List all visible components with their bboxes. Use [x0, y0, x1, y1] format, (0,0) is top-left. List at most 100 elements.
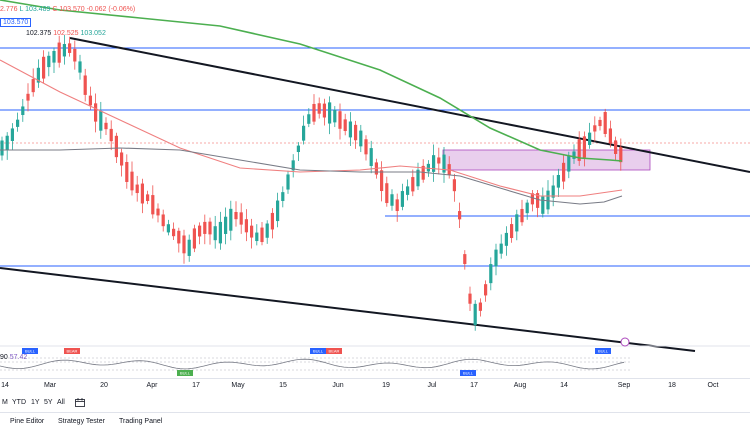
- candle-body: [400, 191, 404, 207]
- candle-body: [78, 61, 82, 73]
- range-5y[interactable]: 5Y: [44, 399, 53, 406]
- tab-strategy-tester[interactable]: Strategy Tester: [58, 418, 105, 425]
- candle-body: [31, 79, 35, 93]
- signal-badge-text: BEAR: [67, 349, 78, 354]
- signal-badge-bg: [310, 348, 326, 354]
- candle-body: [338, 111, 342, 129]
- candle-body: [286, 174, 290, 190]
- candle-body: [276, 200, 280, 222]
- tab-pine-editor[interactable]: Pine Editor: [10, 418, 45, 425]
- candle-body: [499, 243, 503, 254]
- chart-canvas[interactable]: BULL BEAR BULL BULL BEAR BULL BULL: [0, 0, 750, 378]
- candle-body: [411, 177, 415, 192]
- rsi-line: [0, 358, 625, 370]
- candle-body: [416, 169, 420, 187]
- x-tick-label: Jul: [427, 382, 437, 389]
- candle-body: [312, 103, 316, 122]
- ohlc-change: -0.062 (-0.06%): [86, 6, 136, 13]
- ohlc-close: C 103.570: [52, 6, 85, 13]
- x-tick-label: 17: [470, 382, 478, 389]
- tab-trading-panel[interactable]: Trading Panel: [119, 418, 163, 425]
- candle-body: [177, 230, 181, 244]
- candle-body: [348, 121, 352, 138]
- candle-body: [582, 136, 586, 158]
- signal-badge-bg: [595, 348, 611, 354]
- alert-marker-icon: [620, 337, 630, 347]
- candle-body: [161, 214, 165, 227]
- candle-body: [426, 163, 430, 172]
- candle-body: [0, 140, 4, 156]
- candle-body: [120, 152, 124, 166]
- time-axis[interactable]: 14 Mar 20 Apr 17 May 15 Jun 19 Jul 17 Aug 14 Sep 18 Oct: [0, 378, 750, 395]
- signal-badge: BULL: [177, 370, 193, 376]
- candle-body: [608, 128, 612, 144]
- range-bar: M YTD 1Y 5Y All: [0, 396, 750, 413]
- candle-body: [135, 184, 139, 194]
- candle-body: [369, 148, 373, 166]
- candle-body: [406, 186, 410, 195]
- candle-body: [577, 139, 581, 161]
- range-all[interactable]: All: [57, 399, 65, 406]
- rsi-value: 57.42: [9, 354, 28, 361]
- x-tick-label: May: [231, 382, 245, 389]
- price-chart[interactable]: BULL BEAR BULL BULL BEAR BULL BULL: [0, 0, 750, 378]
- signal-badge-text: BULL: [313, 349, 324, 354]
- candle-body: [224, 216, 228, 234]
- candle-body: [57, 42, 61, 63]
- candle-body: [593, 125, 597, 132]
- candle-body: [94, 103, 98, 122]
- signal-badge: BULL: [310, 348, 326, 354]
- lower-trend-line: [0, 267, 696, 352]
- candle-body: [47, 55, 51, 68]
- candle-body: [234, 211, 238, 220]
- candle-body: [156, 208, 160, 216]
- calendar-icon[interactable]: [75, 398, 85, 407]
- candle-body: [68, 43, 72, 53]
- candle-body: [322, 103, 326, 118]
- candle-body: [192, 228, 196, 249]
- candle-body: [562, 162, 566, 182]
- prev-values: 102.375 102.525 103.052: [26, 30, 106, 37]
- candle-body: [5, 135, 9, 150]
- candle-body: [359, 130, 363, 147]
- candle-body: [296, 145, 300, 153]
- candle-body: [146, 194, 150, 201]
- candle-body: [291, 160, 295, 171]
- candle-body: [140, 183, 144, 204]
- signal-badge: BULL: [460, 370, 476, 376]
- ohlc-readout: 2.776 L 103.489 C 103.570 -0.062 (-0.06%…: [0, 6, 135, 13]
- price-box: 103.570: [0, 18, 32, 27]
- x-tick-label: Jun: [332, 382, 344, 389]
- candle-body: [572, 151, 576, 159]
- candle-body: [114, 135, 118, 158]
- ohlc-low: L 103.489: [19, 6, 51, 13]
- ohlc-left: 2.776: [0, 6, 18, 13]
- candle-body: [432, 155, 436, 172]
- signal-badge-bg: [326, 348, 342, 354]
- candle-body: [567, 155, 571, 172]
- candle-body: [125, 162, 129, 182]
- candle-body: [328, 102, 332, 124]
- candle-body: [520, 208, 524, 223]
- candle-body: [172, 228, 176, 237]
- signal-badge-bg: [177, 370, 193, 376]
- range-1y[interactable]: 1Y: [31, 399, 40, 406]
- candle-body: [62, 44, 66, 57]
- candle-body: [515, 214, 519, 232]
- candle-body: [281, 192, 285, 201]
- signal-badge-text: BULL: [25, 349, 36, 354]
- x-tick-label: Oct: [707, 382, 719, 389]
- x-tick-label: 19: [382, 382, 390, 389]
- candle-body: [104, 122, 108, 130]
- candle-body: [468, 293, 472, 304]
- candle-body: [473, 303, 477, 325]
- range-ytd[interactable]: YTD: [12, 399, 26, 406]
- candle-body: [536, 193, 540, 208]
- candle-body: [42, 56, 46, 79]
- candle-body: [109, 128, 113, 142]
- candle-body: [343, 119, 347, 132]
- candle-body: [208, 221, 212, 235]
- x-tick-label: 14: [560, 382, 568, 389]
- signal-badge-text: BULL: [463, 371, 474, 376]
- range-m[interactable]: M: [2, 399, 8, 406]
